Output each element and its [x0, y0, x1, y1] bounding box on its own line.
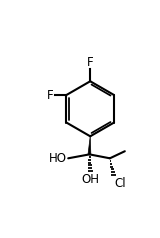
- Text: HO: HO: [49, 152, 67, 165]
- Polygon shape: [88, 136, 91, 154]
- Text: F: F: [47, 89, 54, 102]
- Text: OH: OH: [81, 173, 99, 186]
- Text: Cl: Cl: [115, 177, 126, 190]
- Text: F: F: [87, 56, 94, 69]
